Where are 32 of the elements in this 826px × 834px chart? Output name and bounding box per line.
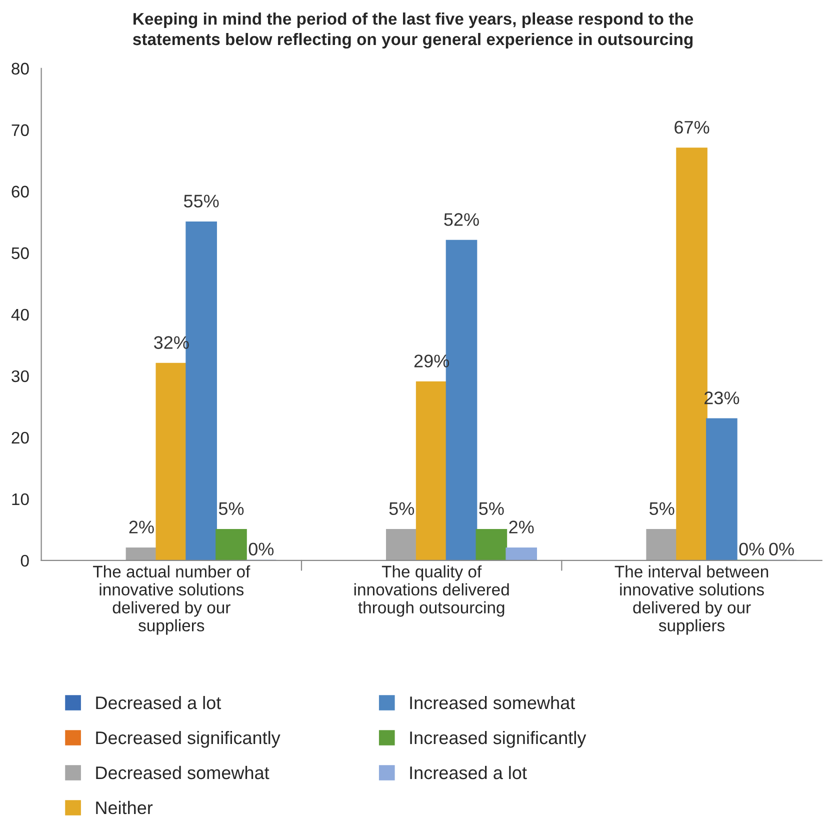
data-label: 52% bbox=[444, 213, 479, 226]
chart-title: Keeping in mind the period of the last five years, please respond to the statements below reflecting on your general experience in outsourcing bbox=[132, 12, 694, 49]
x-tick-label: The interval between innovative solutions delivered by our suppliers bbox=[614, 565, 768, 635]
legend-label: Increased somewhat bbox=[410, 696, 576, 710]
y-tick-label: 70 bbox=[12, 124, 29, 136]
data-label: 0% bbox=[769, 542, 794, 556]
x-tick-label: The actual number of innovative solutions delivered by our suppliers bbox=[93, 565, 250, 635]
legend-label: Neither bbox=[96, 800, 153, 814]
legend-label: Increased a lot bbox=[410, 766, 527, 780]
x-tick-label: The quality of innovations delivered through outsourcing bbox=[354, 565, 509, 617]
data-label: 0% bbox=[248, 542, 274, 556]
data-label: 5% bbox=[650, 502, 674, 516]
data-label: 5% bbox=[218, 502, 244, 516]
y-tick-label: 40 bbox=[11, 308, 29, 321]
legend-label: Decreased somewhat bbox=[96, 766, 270, 780]
y-tick-label: 50 bbox=[12, 247, 29, 260]
legend-label: Decreased a lot bbox=[96, 696, 222, 710]
y-tick-label: 0 bbox=[20, 554, 29, 567]
data-label: 67% bbox=[674, 120, 710, 134]
y-tick-label: 30 bbox=[12, 370, 29, 382]
data-label: 0% bbox=[739, 542, 764, 556]
data-label: 2% bbox=[509, 520, 534, 534]
data-label: 5% bbox=[479, 502, 504, 516]
y-tick-label: 80 bbox=[12, 62, 29, 75]
data-label: 5% bbox=[389, 502, 414, 516]
y-tick-label: 10 bbox=[12, 493, 29, 506]
legend-label: Increased significantly bbox=[410, 730, 586, 748]
data-label: 2% bbox=[129, 520, 154, 534]
legend-label: Decreased significantly bbox=[96, 730, 280, 748]
data-label: 55% bbox=[184, 194, 219, 208]
y-tick-label: 20 bbox=[12, 432, 29, 444]
y-tick-label: 60 bbox=[12, 186, 29, 198]
